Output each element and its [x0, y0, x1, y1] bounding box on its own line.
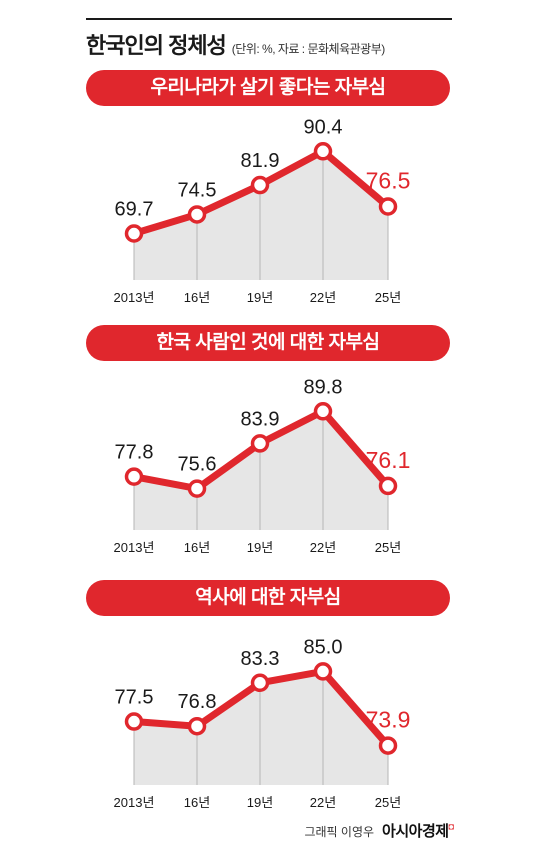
x-tick-label-3: 22년: [310, 795, 336, 810]
x-tick-label-4: 25년: [375, 540, 401, 555]
data-label-3: 90.4: [304, 116, 343, 138]
brand-mark-icon: ◘: [448, 821, 454, 832]
data-point-4: [378, 736, 398, 755]
brand-logo: 아시아경제: [382, 823, 449, 840]
header: 한국인의 정체성 (단위: %, 자료 : 문화체육관광부): [86, 28, 385, 62]
data-label-1: 76.8: [178, 691, 217, 713]
x-tick-label-1: 16년: [184, 540, 210, 555]
data-label-0: 77.5: [115, 687, 154, 709]
top-rule: [86, 18, 452, 20]
chart-1-title: 우리나라가 살기 좋다는 자부심: [86, 70, 450, 106]
data-point-3: [313, 402, 333, 421]
data-point-0: [124, 224, 144, 243]
data-label-1: 75.6: [178, 454, 217, 476]
chart-1: 69.7 74.5 81.9 90.4 76.5 2013년 16년 19년 22년 25년: [114, 116, 411, 305]
x-tick-label-4: 25년: [375, 795, 401, 810]
data-point-2: [250, 175, 270, 195]
data-label-2: 83.9: [241, 408, 280, 430]
x-tick-label-2: 19년: [247, 290, 273, 305]
data-label-4: 73.9: [366, 707, 411, 733]
x-tick-label-1: 16년: [184, 795, 210, 810]
data-label-4: 76.5: [366, 168, 411, 194]
x-tick-label-1: 16년: [184, 290, 210, 305]
data-label-3: 89.8: [304, 376, 343, 398]
data-point-0: [124, 467, 144, 486]
data-point-1: [187, 479, 207, 498]
data-point-2: [250, 673, 270, 693]
chart-2: 77.8 75.6 83.9 89.8 76.1 2013년 16년 19년 22년 25년: [114, 376, 411, 555]
data-point-4: [378, 476, 398, 496]
data-point-2: [250, 434, 270, 453]
data-label-2: 83.3: [241, 648, 280, 670]
data-point-3: [313, 142, 333, 161]
x-tick-label-3: 22년: [310, 540, 336, 555]
data-label-0: 69.7: [115, 199, 154, 221]
data-point-1: [187, 205, 207, 224]
chart-2-title: 한국 사람인 것에 대한 자부심: [86, 325, 450, 361]
data-label-0: 77.8: [115, 442, 154, 464]
data-label-1: 74.5: [178, 179, 217, 201]
graphic-credit: 그래픽 이영우: [304, 825, 375, 839]
x-tick-label-0: 2013년: [114, 540, 155, 555]
data-point-1: [187, 716, 207, 736]
data-label-3: 85.0: [304, 636, 343, 658]
data-point-0: [124, 712, 144, 731]
page-subtitle: (단위: %, 자료 : 문화체육관광부): [231, 42, 385, 56]
x-tick-label-2: 19년: [247, 540, 273, 555]
x-tick-label-3: 22년: [310, 290, 336, 305]
data-point-4: [378, 197, 398, 216]
chart-3-title: 역사에 대한 자부심: [86, 580, 450, 616]
footer: 그래픽 이영우 아시아경제◘: [304, 820, 454, 841]
x-tick-label-0: 2013년: [114, 290, 155, 305]
x-tick-label-0: 2013년: [114, 795, 155, 810]
data-label-4: 76.1: [366, 447, 411, 473]
x-tick-label-4: 25년: [375, 290, 401, 305]
x-tick-label-2: 19년: [247, 795, 273, 810]
chart-3: 77.5 76.8 83.3 85.0 73.9 2013년 16년 19년 22년 25년: [114, 636, 411, 810]
data-label-2: 81.9: [241, 150, 280, 172]
data-point-3: [313, 662, 333, 681]
page-title: 한국인의 정체성: [86, 33, 227, 58]
